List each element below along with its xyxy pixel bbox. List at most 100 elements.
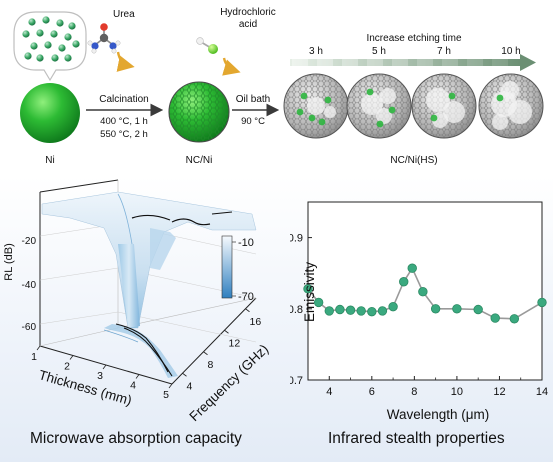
- emissivity-point: [324, 306, 334, 316]
- emissivity-point: [313, 297, 324, 308]
- emissivity-chart: 4 6 8 10 12 14 0.7 0.8 0.9 Emissivity Wavelength…: [290, 201, 548, 422]
- etch-dash: [317, 59, 333, 66]
- emissivity-point: [356, 306, 366, 316]
- etch-dash: [292, 59, 308, 66]
- frequency-tick: 8: [208, 359, 214, 371]
- ni-atom: [36, 29, 44, 37]
- hollow-sphere-1: [283, 73, 349, 139]
- emissivity-point: [418, 287, 428, 297]
- etch-dash: [342, 59, 358, 66]
- ni-remnant: [300, 92, 308, 100]
- etch-time-10h: 10 h: [501, 46, 520, 57]
- frequency-axis-label: Frequency (GHz): [186, 341, 271, 424]
- ni-label: Ni: [45, 155, 54, 166]
- thickness-tick: 3: [97, 370, 103, 382]
- urea-molecule-icon: [87, 23, 121, 54]
- calcination-label: Calcination: [99, 94, 148, 105]
- floor-contour: [103, 323, 178, 378]
- thickness-tick: 1: [31, 351, 37, 363]
- ni-atom: [28, 18, 36, 26]
- thickness-tick: 4: [130, 380, 136, 392]
- hcl-label-line1: Hydrochloric: [220, 7, 276, 18]
- z-tick-minus40: -40: [22, 280, 37, 291]
- emissivity-point: [452, 304, 462, 314]
- frequency-tick: 16: [250, 316, 262, 328]
- x-tick-label: 8: [411, 386, 417, 398]
- ni-atom: [30, 42, 38, 50]
- colorbar-tick-max: -10: [238, 237, 254, 249]
- ni-remnant: [448, 92, 456, 100]
- ni-atom: [58, 44, 66, 52]
- etch-time-5h: 5 h: [372, 46, 386, 57]
- emissivity-point: [430, 304, 441, 314]
- emissivity-point: [537, 297, 547, 308]
- ni-remnant: [308, 114, 316, 122]
- ni-atom: [24, 52, 32, 60]
- y-tick-label: 0.7: [290, 375, 303, 387]
- emissivity-point: [509, 314, 520, 324]
- etch-time-7h: 7 h: [437, 46, 451, 57]
- ni-remnant: [430, 114, 438, 122]
- ni-atom: [44, 41, 52, 49]
- etch-dash: [492, 59, 508, 66]
- calcination-step2: 550 °C, 2 h: [100, 129, 148, 140]
- emissivity-axis-label: Emissivity: [302, 262, 317, 322]
- thickness-tick: 2: [64, 361, 70, 373]
- colorbar: [221, 235, 236, 299]
- etch-dash: [442, 59, 458, 66]
- ni-sphere: [20, 83, 80, 143]
- ni-remnant: [324, 96, 332, 104]
- calcination-step1: 400 °C, 1 h: [100, 116, 148, 127]
- x-tick-label: 4: [326, 386, 332, 398]
- emissivity-point: [367, 306, 377, 317]
- ni-atom: [64, 33, 72, 41]
- emissivity-point: [407, 263, 417, 273]
- oil-bath-temp: 90 °C: [241, 116, 265, 127]
- ni-atom: [36, 54, 44, 62]
- ni-remnant: [318, 118, 326, 126]
- z-tick-minus60: -60: [22, 322, 37, 333]
- ni-atom: [50, 30, 58, 38]
- colorbar-tick-min: -70: [238, 291, 254, 303]
- etch-time-3h: 3 h: [309, 46, 323, 57]
- ni-zoom-bubble: [13, 11, 87, 82]
- hydrochloric-acid-icon: [196, 37, 218, 54]
- ni-atom: [68, 22, 76, 30]
- emissivity-point: [490, 313, 500, 323]
- ni-atom: [72, 40, 80, 48]
- emissivity-point: [345, 305, 356, 315]
- etch-dash: [467, 59, 483, 66]
- z-axis-label: RL (dB): [3, 243, 15, 281]
- etch-dash: [417, 59, 433, 66]
- thickness-tick: 5: [163, 389, 169, 401]
- ni-remnant: [296, 108, 304, 116]
- rl-surface: [41, 191, 257, 329]
- hollow-sphere-4: [478, 73, 544, 139]
- ncni-label: NC/Ni: [186, 155, 213, 166]
- x-tick-label: 10: [451, 386, 463, 398]
- ni-atom: [42, 16, 50, 24]
- oil-bath-label: Oil bath: [236, 94, 270, 105]
- ni-atom: [51, 54, 59, 62]
- ni-remnant: [366, 88, 374, 96]
- ni-remnant: [388, 106, 396, 114]
- x-tick-label: 14: [536, 386, 548, 398]
- hcl-curved-arrow: [222, 57, 241, 76]
- frequency-tick: 12: [229, 337, 241, 349]
- ni-atom: [22, 30, 30, 38]
- urea-label: Urea: [113, 9, 135, 20]
- emissivity-point: [377, 306, 388, 316]
- etch-dash: [367, 59, 383, 66]
- emissivity-point: [303, 284, 313, 294]
- ni-atom: [64, 54, 72, 62]
- emissivity-point: [399, 277, 409, 287]
- ni-atom: [56, 19, 64, 27]
- emissivity-point: [335, 304, 345, 315]
- hollow-sphere-2: [346, 73, 412, 139]
- infrared-caption: Infrared stealth properties: [328, 430, 505, 447]
- synthesis-schematic: Urea Ni Calcination 400 °C, 1 h 550 °C, …: [13, 7, 544, 166]
- etch-dash: [392, 59, 408, 66]
- hcl-label-line2: acid: [239, 19, 257, 30]
